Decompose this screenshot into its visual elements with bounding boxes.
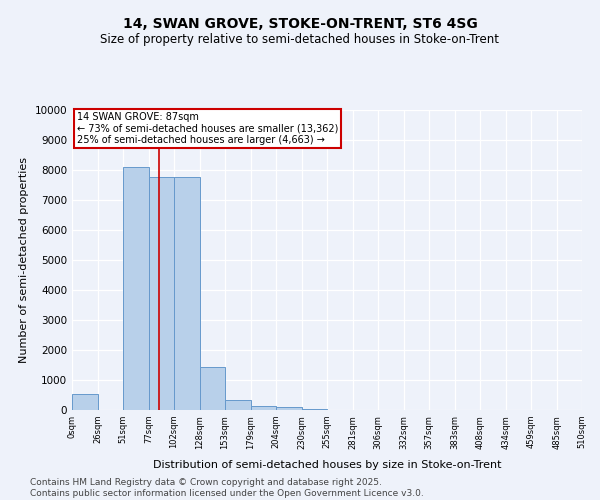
X-axis label: Distribution of semi-detached houses by size in Stoke-on-Trent: Distribution of semi-detached houses by …	[153, 460, 501, 470]
Bar	[276, 407, 302, 410]
Bar	[200, 366, 225, 410]
Bar	[149, 178, 174, 410]
Bar	[302, 408, 327, 410]
Bar	[225, 400, 251, 410]
Bar	[123, 167, 149, 410]
Bar	[174, 178, 200, 410]
Y-axis label: Number of semi-detached properties: Number of semi-detached properties	[19, 157, 29, 363]
Text: 14, SWAN GROVE, STOKE-ON-TRENT, ST6 4SG: 14, SWAN GROVE, STOKE-ON-TRENT, ST6 4SG	[122, 18, 478, 32]
Bar	[251, 406, 276, 410]
Text: Size of property relative to semi-detached houses in Stoke-on-Trent: Size of property relative to semi-detach…	[101, 32, 499, 46]
Text: Contains HM Land Registry data © Crown copyright and database right 2025.
Contai: Contains HM Land Registry data © Crown c…	[30, 478, 424, 498]
Text: 14 SWAN GROVE: 87sqm
← 73% of semi-detached houses are smaller (13,362)
25% of s: 14 SWAN GROVE: 87sqm ← 73% of semi-detac…	[77, 112, 338, 144]
Bar	[72, 394, 98, 410]
